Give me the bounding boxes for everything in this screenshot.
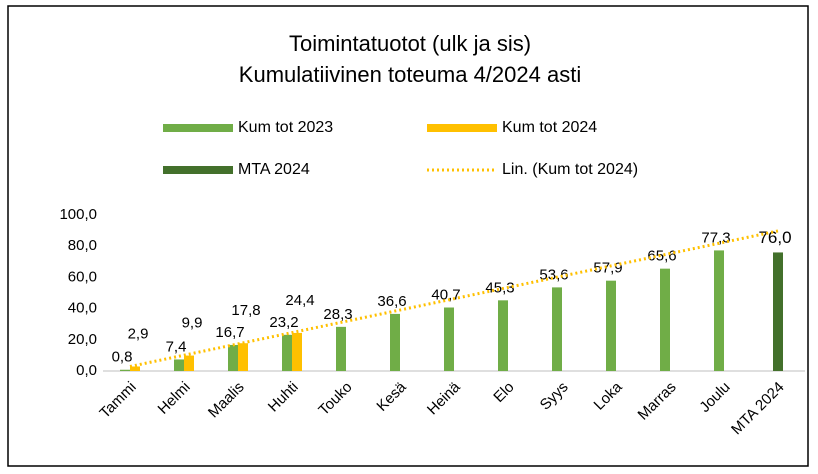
data-label: 28,3 (323, 306, 352, 323)
legend-label: Lin. (Kum tot 2024) (502, 161, 638, 178)
bar (336, 326, 346, 371)
data-label: 17,8 (231, 302, 260, 319)
bar (498, 300, 508, 371)
y-tick-label: 20,0 (68, 331, 97, 348)
y-tick-label: 0,0 (76, 362, 97, 379)
bar (552, 287, 562, 371)
data-label: 40,7 (431, 286, 460, 303)
bar (292, 332, 302, 371)
data-label: 24,4 (285, 292, 314, 309)
bar (238, 343, 248, 371)
chart-subtitle: Kumulatiivinen toteuma 4/2024 asti (239, 62, 581, 87)
legend-swatch (163, 166, 233, 174)
data-label: 77,3 (701, 229, 730, 246)
data-label: 76,0 (758, 228, 791, 247)
bar (130, 366, 140, 371)
bar (228, 344, 238, 371)
y-tick-label: 40,0 (68, 300, 97, 317)
legend-swatch (427, 124, 497, 132)
data-label: 0,8 (112, 349, 133, 366)
bar (714, 250, 724, 371)
data-label: 23,2 (269, 314, 298, 331)
legend-label: MTA 2024 (238, 161, 310, 178)
data-label: 2,9 (128, 325, 149, 342)
bar (120, 369, 130, 371)
y-tick-label: 100,0 (59, 206, 97, 223)
legend-swatch (163, 124, 233, 132)
data-label: 36,6 (377, 293, 406, 310)
bar (660, 268, 670, 371)
data-label: 53,6 (539, 266, 568, 283)
bar (282, 334, 292, 371)
bar (390, 313, 400, 371)
y-tick-label: 60,0 (68, 268, 97, 285)
legend-label: Kum tot 2024 (502, 119, 597, 136)
bar (444, 307, 454, 371)
data-label: 65,6 (647, 248, 676, 265)
legend-label: Kum tot 2023 (238, 119, 333, 136)
trendline (129, 229, 779, 368)
data-label: 45,3 (485, 279, 514, 296)
data-label: 57,9 (593, 260, 622, 277)
y-tick-label: 80,0 (68, 237, 97, 254)
data-label: 7,4 (166, 338, 187, 355)
bar (174, 359, 184, 371)
data-label: 9,9 (182, 315, 203, 332)
chart-title: Toimintatuotot (ulk ja sis) (289, 31, 531, 56)
bar (184, 355, 194, 371)
bar (773, 252, 783, 371)
data-label: 16,7 (215, 324, 244, 341)
bar (606, 280, 616, 371)
chart-border (7, 5, 809, 467)
